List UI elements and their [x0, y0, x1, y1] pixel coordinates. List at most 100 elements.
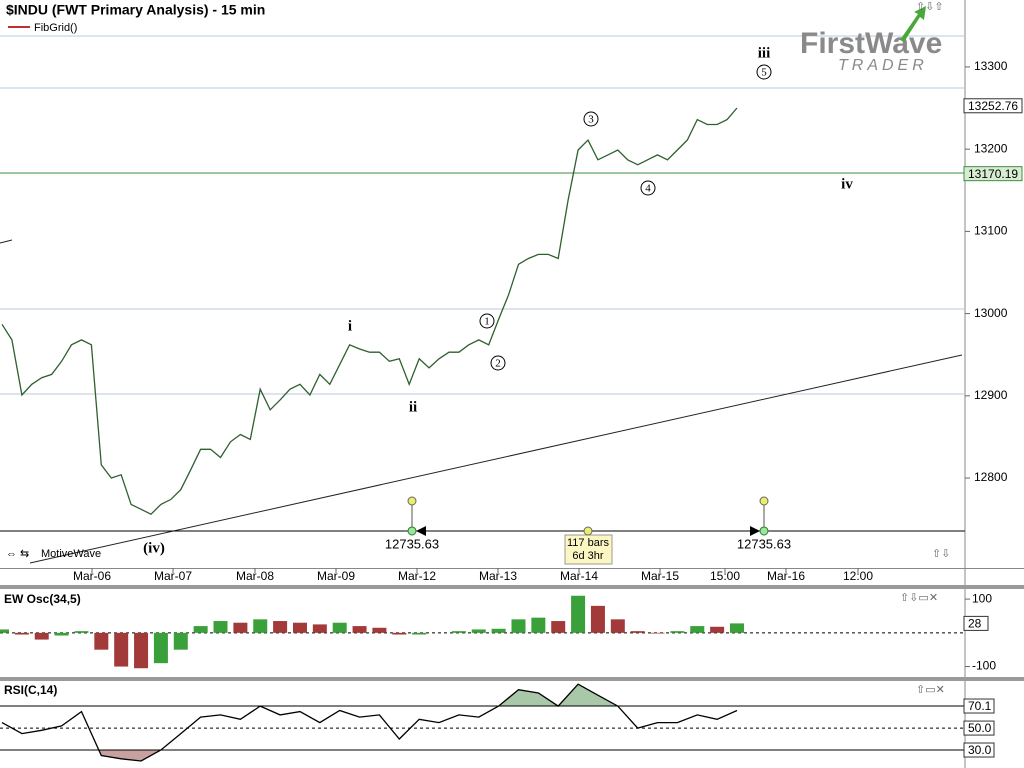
price-label: 13170.19 — [968, 167, 1018, 181]
y-tick-label: 13300 — [974, 59, 1008, 73]
x-tick-label: 12:00 — [843, 569, 873, 583]
toolbar-icons[interactable]: ⇔ ⇆ — [6, 548, 29, 560]
osc-bar — [650, 632, 665, 634]
osc-bar — [571, 595, 586, 633]
osc-bar — [352, 626, 367, 633]
wave-label: iv — [841, 176, 853, 192]
x-tick-label: Mar-14 — [560, 569, 598, 583]
x-tick-label: Mar-16 — [767, 569, 805, 583]
value-box — [963, 615, 989, 631]
study-name[interactable]: FibGrid() — [34, 22, 77, 34]
wave-circle — [640, 180, 656, 196]
osc-bar — [114, 632, 129, 667]
x-tick-label: Mar-12 — [398, 569, 436, 583]
measure-price: 12735.63 — [737, 536, 791, 551]
osc-title: EW Osc(34,5) — [4, 592, 81, 606]
value-box — [963, 742, 995, 758]
value-box — [963, 720, 995, 736]
x-tick-label: Mar-06 — [73, 569, 111, 583]
osc-bar — [312, 624, 327, 633]
measure-anchor[interactable] — [407, 526, 417, 536]
osc-bar — [690, 626, 705, 633]
panel-border — [0, 568, 1024, 569]
wave-label: 2 — [495, 358, 501, 370]
osc-bar — [134, 632, 149, 669]
wave-label: ii — [409, 399, 417, 415]
measure-handle[interactable] — [759, 496, 769, 506]
window-controls[interactable]: ⇧⇩ — [932, 548, 950, 560]
panel-splitter[interactable] — [0, 585, 1024, 589]
osc-bar — [730, 623, 744, 633]
rsi-title: RSI(C,14) — [4, 683, 57, 697]
y-tick-label: 100 — [972, 591, 992, 605]
price-box — [963, 166, 1023, 182]
osc-bar — [94, 632, 109, 650]
osc-bar — [610, 619, 625, 633]
trend-line[interactable] — [29, 354, 963, 564]
wave-label: (iv) — [143, 540, 165, 556]
x-tick-label: Mar-09 — [317, 569, 355, 583]
y-tick-label: 12800 — [974, 470, 1008, 484]
measure-box — [564, 534, 613, 565]
wave-circle — [479, 313, 495, 329]
wave-label: 3 — [588, 114, 594, 126]
osc-bar — [451, 631, 466, 633]
window-controls[interactable]: ⇧⇩▭✕ — [900, 592, 938, 604]
y-tick-label: -100 — [972, 659, 996, 673]
osc-bar — [471, 629, 486, 633]
measure-anchor[interactable] — [759, 526, 769, 536]
osc-bar — [372, 627, 387, 633]
osc-bar — [54, 632, 69, 636]
osc-bar — [74, 631, 89, 633]
price-box — [963, 98, 1023, 114]
osc-bar — [34, 632, 49, 640]
price-line — [1, 683, 738, 762]
window-controls[interactable]: ⇧▭✕ — [916, 684, 945, 696]
osc-bar — [332, 622, 347, 633]
window-controls[interactable]: ⇧⇩⇧ — [916, 1, 944, 13]
osc-bar — [233, 622, 248, 633]
osc-bar — [253, 619, 268, 633]
rsi-oversold — [2, 750, 737, 761]
wave-circle — [756, 64, 772, 80]
panel-splitter[interactable] — [0, 677, 1024, 681]
osc-bar — [590, 605, 605, 633]
measure-handle[interactable] — [583, 526, 593, 536]
measure-time: 6d 3hr — [572, 550, 604, 562]
y-tick-label: 12900 — [974, 388, 1008, 402]
y-tick-label: 30.0 — [968, 743, 992, 757]
logo-name: FirstWave — [800, 27, 942, 60]
wave-label: i — [348, 318, 352, 334]
wave-circle — [490, 355, 506, 371]
current-value: 28 — [968, 617, 982, 631]
osc-bar — [670, 631, 685, 633]
price-label: 13252.76 — [968, 99, 1018, 113]
y-tick-label: 50.0 — [968, 721, 992, 735]
price-line — [1, 107, 738, 515]
value-box — [963, 698, 995, 714]
osc-bar — [511, 619, 526, 633]
y-tick-label: 13200 — [974, 141, 1008, 155]
wave-label: iii — [758, 45, 771, 61]
y-tick-label: 13000 — [974, 306, 1008, 320]
wave-label: 1 — [484, 316, 490, 328]
osc-bar — [710, 626, 725, 633]
osc-bar — [531, 617, 546, 633]
wave-label: 4 — [645, 183, 651, 195]
osc-bar — [392, 632, 407, 635]
osc-bar — [292, 622, 307, 633]
osc-bar — [153, 632, 168, 664]
chart-title: $INDU (FWT Primary Analysis) - 15 min — [6, 2, 265, 18]
logo: FirstWave TRADER — [800, 6, 942, 74]
y-tick-label: 70.1 — [968, 699, 992, 713]
osc-bar — [551, 621, 566, 633]
osc-bar — [273, 621, 288, 633]
osc-bar — [14, 632, 29, 635]
trend-line[interactable] — [0, 239, 13, 244]
logo-arrow — [900, 6, 926, 42]
measure-handle[interactable] — [407, 496, 417, 506]
workspace[interactable]: MotiveWave — [41, 548, 101, 560]
osc-bar — [491, 628, 506, 633]
osc-bar — [213, 621, 228, 633]
